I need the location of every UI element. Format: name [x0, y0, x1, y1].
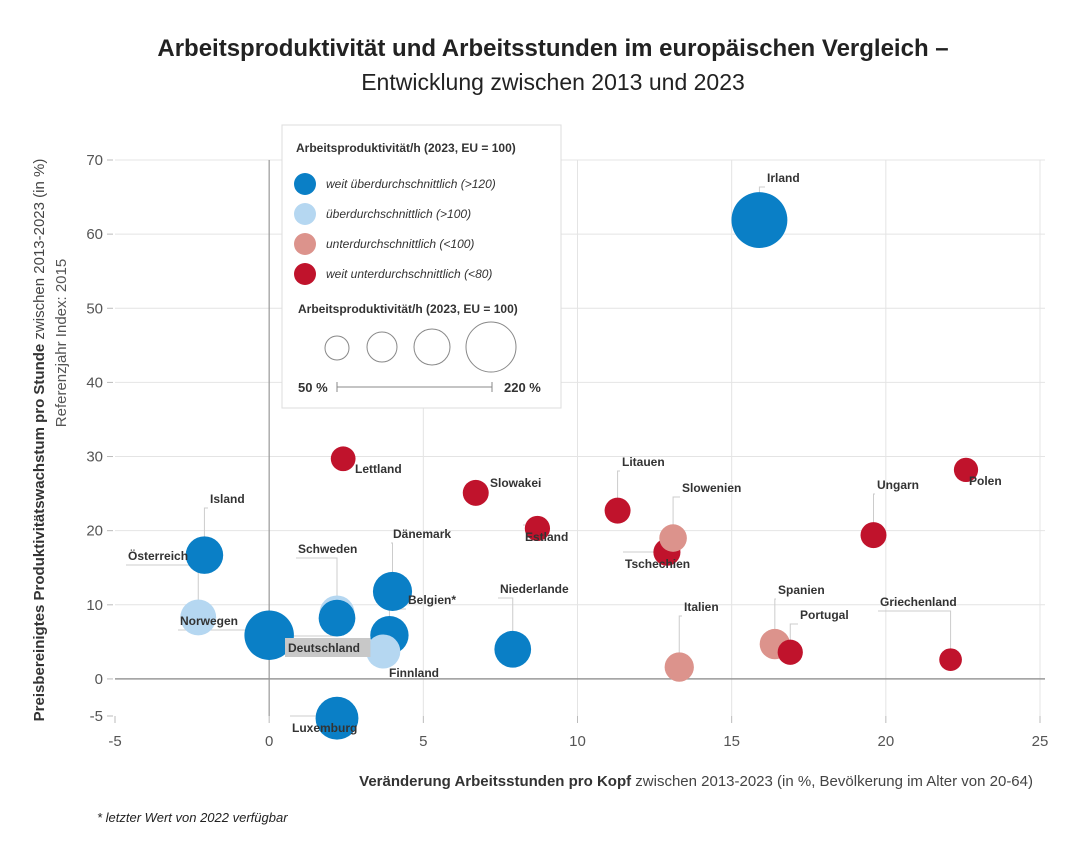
x-axis-label-rest: zwischen 2013-2023 (in %, Bevölkerung im…	[631, 773, 1033, 790]
bubble-label: Portugal	[800, 608, 849, 622]
bubble-griechenland	[939, 648, 962, 671]
axes: -5 0 10 20 30 40 50 60 70 -5 0 5 10 15 20 25	[86, 152, 1048, 750]
bubble-deutschland	[319, 600, 356, 637]
legend-size-min: 50 %	[298, 380, 328, 395]
bubble-label: Norwegen	[180, 614, 238, 628]
y-axis-label-bold: Preisbereinigtes Produktivitätswachstum …	[31, 344, 48, 722]
y-tick-label: 70	[86, 152, 103, 169]
bubble-label: Griechenland	[880, 595, 957, 609]
y-axis-label-rest: zwischen 2013-2023 (in %)	[31, 159, 48, 344]
chart-subtitle: Entwicklung zwischen 2013 und 2023	[361, 69, 745, 95]
y-tick-label: 30	[86, 449, 103, 466]
legend: Arbeitsproduktivität/h (2023, EU = 100) …	[282, 125, 561, 408]
legend-swatch-c4	[294, 263, 316, 285]
bubble-label: Ungarn	[877, 478, 919, 492]
bubble-finnland	[366, 634, 400, 668]
legend-size-max: 220 %	[504, 380, 541, 395]
bubble-label: Irland	[767, 171, 800, 185]
y-tick-label: 50	[86, 300, 103, 317]
bubble-label: Österreich	[128, 548, 188, 563]
bubble-ungarn	[861, 522, 887, 548]
chart-title: Arbeitsproduktivität und Arbeitsstunden …	[157, 35, 948, 62]
bubble-label: Litauen	[622, 455, 665, 469]
y-axis-label: Preisbereinigtes Produktivitätswachstum …	[31, 159, 48, 722]
y-tick-label: 20	[86, 523, 103, 540]
bubble-label: Niederlande	[500, 582, 569, 596]
bubble-irland	[731, 192, 787, 248]
bubble-label: Spanien	[778, 583, 825, 597]
bubble-label: Italien	[684, 600, 719, 614]
footnote: * letzter Wert von 2022 verfügbar	[97, 810, 288, 825]
y-axis-label-line2: Referenzjahr Index: 2015	[53, 259, 70, 427]
bubble-niederlande	[494, 631, 531, 668]
x-tick-label: 15	[723, 733, 740, 750]
bubble-slowenien	[659, 524, 687, 552]
bubble-litauen	[605, 498, 631, 524]
x-tick-label: 0	[265, 733, 273, 750]
bubble-label: Polen	[969, 474, 1002, 488]
bubble-dänemark	[373, 572, 412, 611]
legend-swatch-c1	[294, 173, 316, 195]
legend-color-title: Arbeitsproduktivität/h (2023, EU = 100)	[296, 141, 516, 155]
bubble-label: Belgien*	[408, 593, 456, 607]
bubble-label: Slowenien	[682, 481, 741, 495]
legend-label: weit überdurchschnittlich (>120)	[326, 177, 496, 191]
y-tick-label: -5	[90, 708, 103, 725]
bubble-slowakei	[463, 480, 489, 506]
bubble-island	[186, 536, 224, 574]
x-tick-label: -5	[108, 733, 121, 750]
y-tick-label: 10	[86, 597, 103, 614]
y-tick-label: 60	[86, 226, 103, 243]
bubble-label: Deutschland	[288, 641, 360, 655]
bubble-label: Tschechien	[625, 557, 690, 571]
bubble-label: Slowakei	[490, 476, 541, 490]
bubble-label: Luxemburg	[292, 721, 357, 735]
bubble-label: Schweden	[298, 542, 357, 556]
y-tick-label: 40	[86, 374, 103, 391]
bubble-label: Lettland	[355, 462, 402, 476]
x-tick-label: 20	[877, 733, 894, 750]
legend-label: unterdurchschnittlich (<100)	[326, 237, 474, 251]
leader-line	[878, 611, 951, 660]
x-axis-label-bold: Veränderung Arbeitsstunden pro Kopf	[359, 773, 632, 790]
bubble-portugal	[778, 640, 803, 665]
bubble-label: Island	[210, 492, 245, 506]
bubble-label: Dänemark	[393, 527, 451, 541]
bubble-lettland	[331, 446, 356, 471]
bubble-italien	[665, 652, 694, 681]
legend-label: weit unterdurchschnittlich (<80)	[326, 267, 492, 281]
bubble-label: Estland	[525, 530, 568, 544]
legend-swatch-c2	[294, 203, 316, 225]
legend-swatch-c3	[294, 233, 316, 255]
legend-label: überdurchschnittlich (>100)	[326, 207, 471, 221]
bubble-label: Finnland	[389, 666, 439, 680]
x-tick-label: 25	[1032, 733, 1049, 750]
y-tick-label: 0	[95, 671, 103, 688]
x-tick-label: 10	[569, 733, 586, 750]
x-tick-label: 5	[419, 733, 427, 750]
legend-size-title: Arbeitsproduktivität/h (2023, EU = 100)	[298, 302, 518, 316]
x-axis-label: Veränderung Arbeitsstunden pro Kopf zwis…	[359, 773, 1033, 790]
